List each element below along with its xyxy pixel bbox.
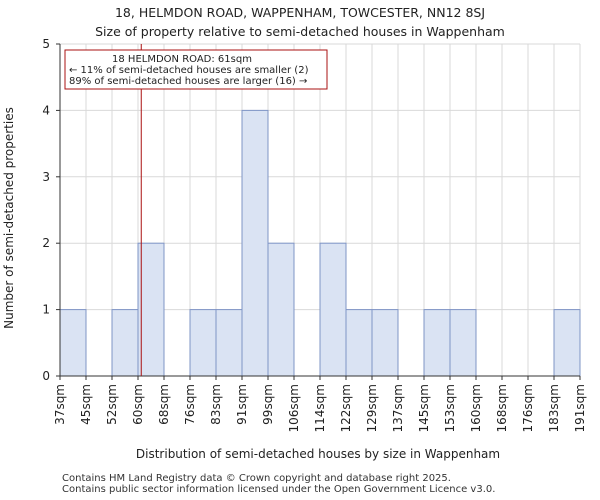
x-tick-label-60sqm: 60sqm xyxy=(131,384,145,425)
x-tick-label-52sqm: 52sqm xyxy=(105,384,119,425)
footer-copyright: Contains HM Land Registry data © Crown c… xyxy=(62,473,451,484)
x-tick-label-45sqm: 45sqm xyxy=(79,384,93,425)
y-tick-label-0: 0 xyxy=(42,369,50,383)
annotation-box xyxy=(64,49,328,90)
y-tick-label-1: 1 xyxy=(42,303,50,317)
annotation-line-3: 89% of semi-detached houses are larger (… xyxy=(69,76,307,87)
y-axis-label: Number of semi-detached properties xyxy=(2,107,16,329)
y-tick-label-2: 2 xyxy=(42,236,50,250)
x-tick-label-83sqm: 83sqm xyxy=(209,384,223,425)
x-tick-label-106sqm: 106sqm xyxy=(287,384,301,432)
bar-76sqm xyxy=(189,309,217,377)
bar-52sqm xyxy=(111,309,139,377)
x-tick-label-68sqm: 68sqm xyxy=(157,384,171,425)
y-tick-label-4: 4 xyxy=(42,103,50,117)
x-tick-label-183sqm: 183sqm xyxy=(547,384,561,432)
x-tick-label-191sqm: 191sqm xyxy=(573,384,587,432)
bar-129sqm xyxy=(371,309,399,377)
bar-183sqm xyxy=(553,309,581,377)
x-tick-label-91sqm: 91sqm xyxy=(235,384,249,425)
x-axis-label: Distribution of semi-detached houses by … xyxy=(136,447,500,461)
chart-title-line-1: 18, HELMDON ROAD, WAPPENHAM, TOWCESTER, … xyxy=(115,5,485,20)
x-tick-label-153sqm: 153sqm xyxy=(443,384,457,432)
x-tick-label-122sqm: 122sqm xyxy=(339,384,353,432)
x-tick-label-129sqm: 129sqm xyxy=(365,384,379,432)
x-tick-label-37sqm: 37sqm xyxy=(53,384,67,425)
x-tick-label-176sqm: 176sqm xyxy=(521,384,535,432)
chart-title-line-2: Size of property relative to semi-detach… xyxy=(95,24,505,39)
annotation-line-1: 18 HELMDON ROAD: 61sqm xyxy=(112,54,252,65)
y-tick-label-5: 5 xyxy=(42,37,50,51)
bar-91sqm xyxy=(241,109,269,377)
annotation-line-2: ← 11% of semi-detached houses are smalle… xyxy=(69,65,309,76)
x-tick-label-76sqm: 76sqm xyxy=(183,384,197,425)
bar-37sqm xyxy=(59,309,87,377)
bar-99sqm xyxy=(267,242,295,377)
bar-83sqm xyxy=(215,309,243,377)
bar-122sqm xyxy=(345,309,373,377)
x-tick-label-114sqm: 114sqm xyxy=(313,384,327,432)
x-tick-label-99sqm: 99sqm xyxy=(261,384,275,425)
bar-60sqm xyxy=(137,242,165,377)
bar-114sqm xyxy=(319,242,347,377)
x-tick-label-168sqm: 168sqm xyxy=(495,384,509,432)
bar-145sqm xyxy=(423,309,451,377)
footer-licence: Contains public sector information licen… xyxy=(62,484,496,495)
y-tick-label-3: 3 xyxy=(42,170,50,184)
bar-153sqm xyxy=(449,309,477,377)
x-tick-label-160sqm: 160sqm xyxy=(469,384,483,432)
x-tick-label-145sqm: 145sqm xyxy=(417,384,431,432)
x-tick-label-137sqm: 137sqm xyxy=(391,384,405,432)
